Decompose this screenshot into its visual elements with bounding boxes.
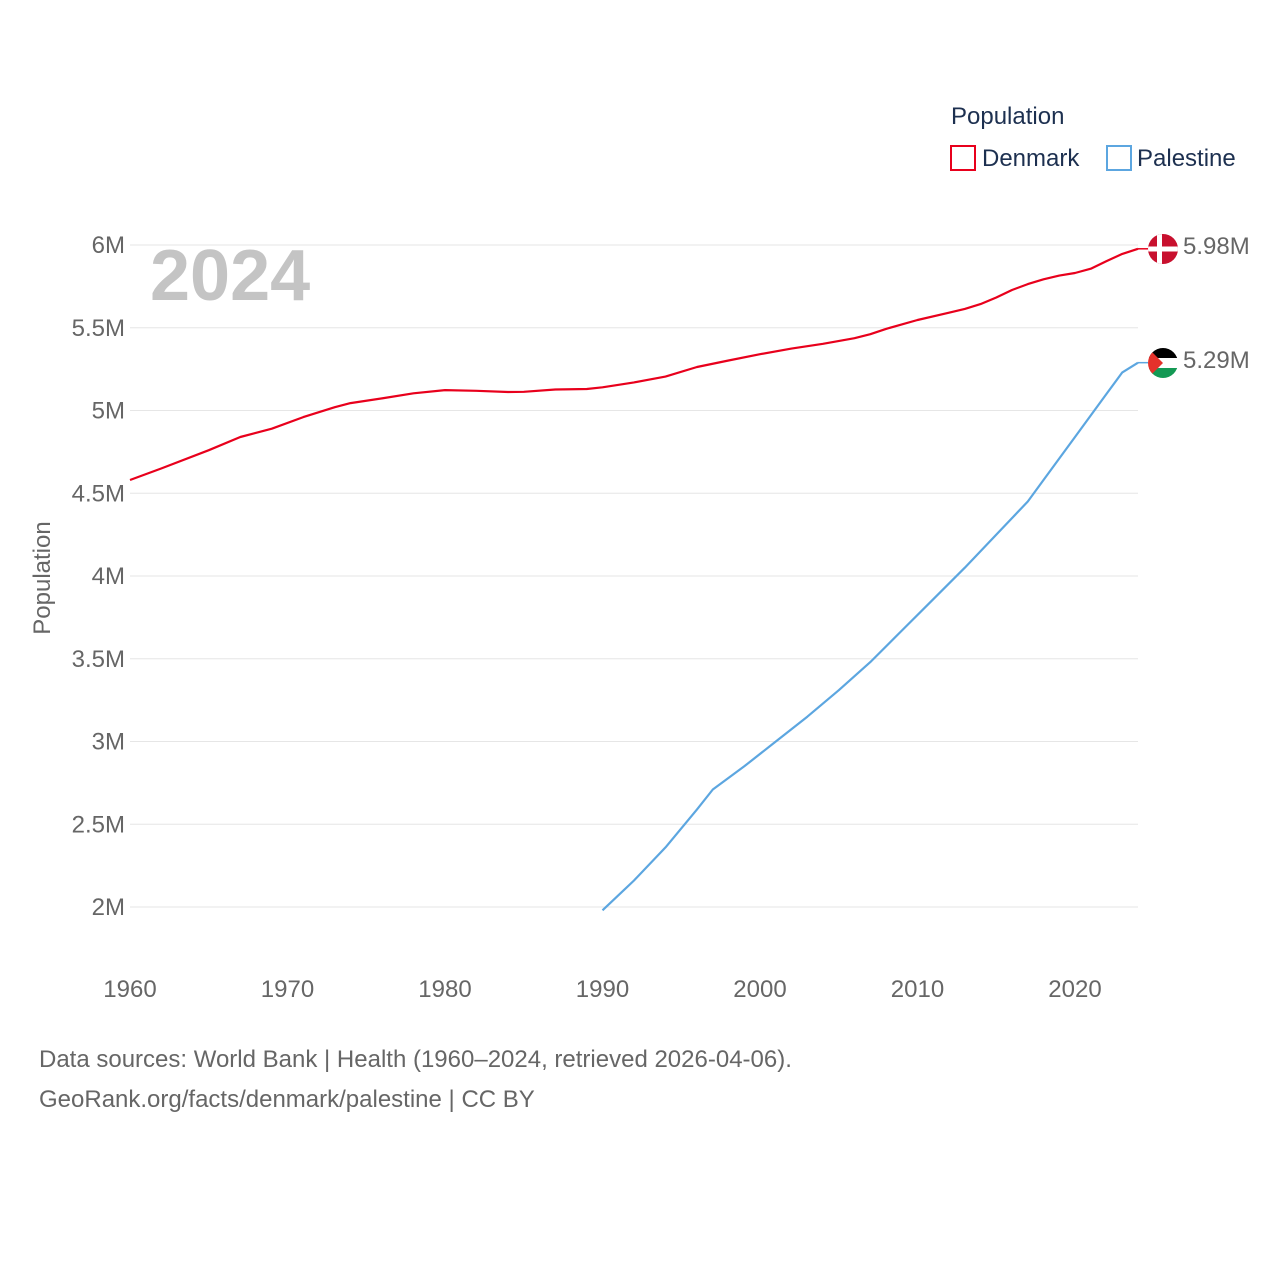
series-line-palestine[interactable] bbox=[601, 361, 1139, 912]
legend-item-palestine[interactable]: Palestine bbox=[1106, 145, 1236, 172]
legend-title: Population bbox=[951, 103, 1064, 130]
source-line-1: Data sources: World Bank | Health (1960–… bbox=[39, 1046, 792, 1073]
y-tick-label: 3M bbox=[92, 729, 125, 756]
y-tick-label: 4.5M bbox=[72, 480, 125, 507]
gridlines bbox=[130, 244, 1138, 908]
year-label: 2024 bbox=[150, 236, 310, 316]
y-tick-label: 2.5M bbox=[72, 811, 125, 838]
x-tick-label: 2010 bbox=[891, 976, 944, 1003]
series-lines bbox=[129, 247, 1148, 912]
y-axis-ticks: 2M 2.5M 3M 3.5M 4M 4.5M 5M 5.5M 6M bbox=[72, 232, 125, 921]
denmark-end-label: 5.98M bbox=[1183, 233, 1250, 260]
y-axis-title: Population bbox=[29, 521, 56, 634]
legend-swatch-palestine bbox=[1106, 145, 1132, 171]
x-axis-ticks: 1960 1970 1980 1990 2000 2010 2020 bbox=[103, 976, 1101, 1003]
source-line-2[interactable]: GeoRank.org/facts/denmark/palestine | CC… bbox=[39, 1086, 535, 1113]
legend-item-denmark[interactable]: Denmark bbox=[950, 145, 1080, 172]
legend-swatch-denmark bbox=[950, 145, 976, 171]
y-tick-label: 4M bbox=[92, 563, 125, 590]
x-tick-label: 2020 bbox=[1048, 976, 1101, 1003]
source-note: Data sources: World Bank | Health (1960–… bbox=[39, 1040, 792, 1120]
x-tick-label: 1990 bbox=[576, 976, 629, 1003]
y-tick-label: 3.5M bbox=[72, 646, 125, 673]
x-tick-label: 1960 bbox=[103, 976, 156, 1003]
y-tick-label: 5M bbox=[92, 398, 125, 425]
legend-label-denmark: Denmark bbox=[982, 145, 1080, 172]
y-tick-label: 2M bbox=[92, 894, 125, 921]
legend-label-palestine: Palestine bbox=[1137, 145, 1236, 172]
palestine-end-label: 5.29M bbox=[1183, 347, 1250, 374]
denmark-flag-icon bbox=[1148, 234, 1178, 264]
x-tick-label: 2000 bbox=[733, 976, 786, 1003]
y-tick-label: 6M bbox=[92, 232, 125, 259]
legend: Population Denmark Palestine bbox=[950, 103, 1236, 172]
x-tick-label: 1970 bbox=[261, 976, 314, 1003]
y-tick-label: 5.5M bbox=[72, 315, 125, 342]
series-line-denmark[interactable] bbox=[129, 247, 1139, 482]
palestine-flag-icon bbox=[1148, 348, 1178, 378]
x-tick-label: 1980 bbox=[418, 976, 471, 1003]
